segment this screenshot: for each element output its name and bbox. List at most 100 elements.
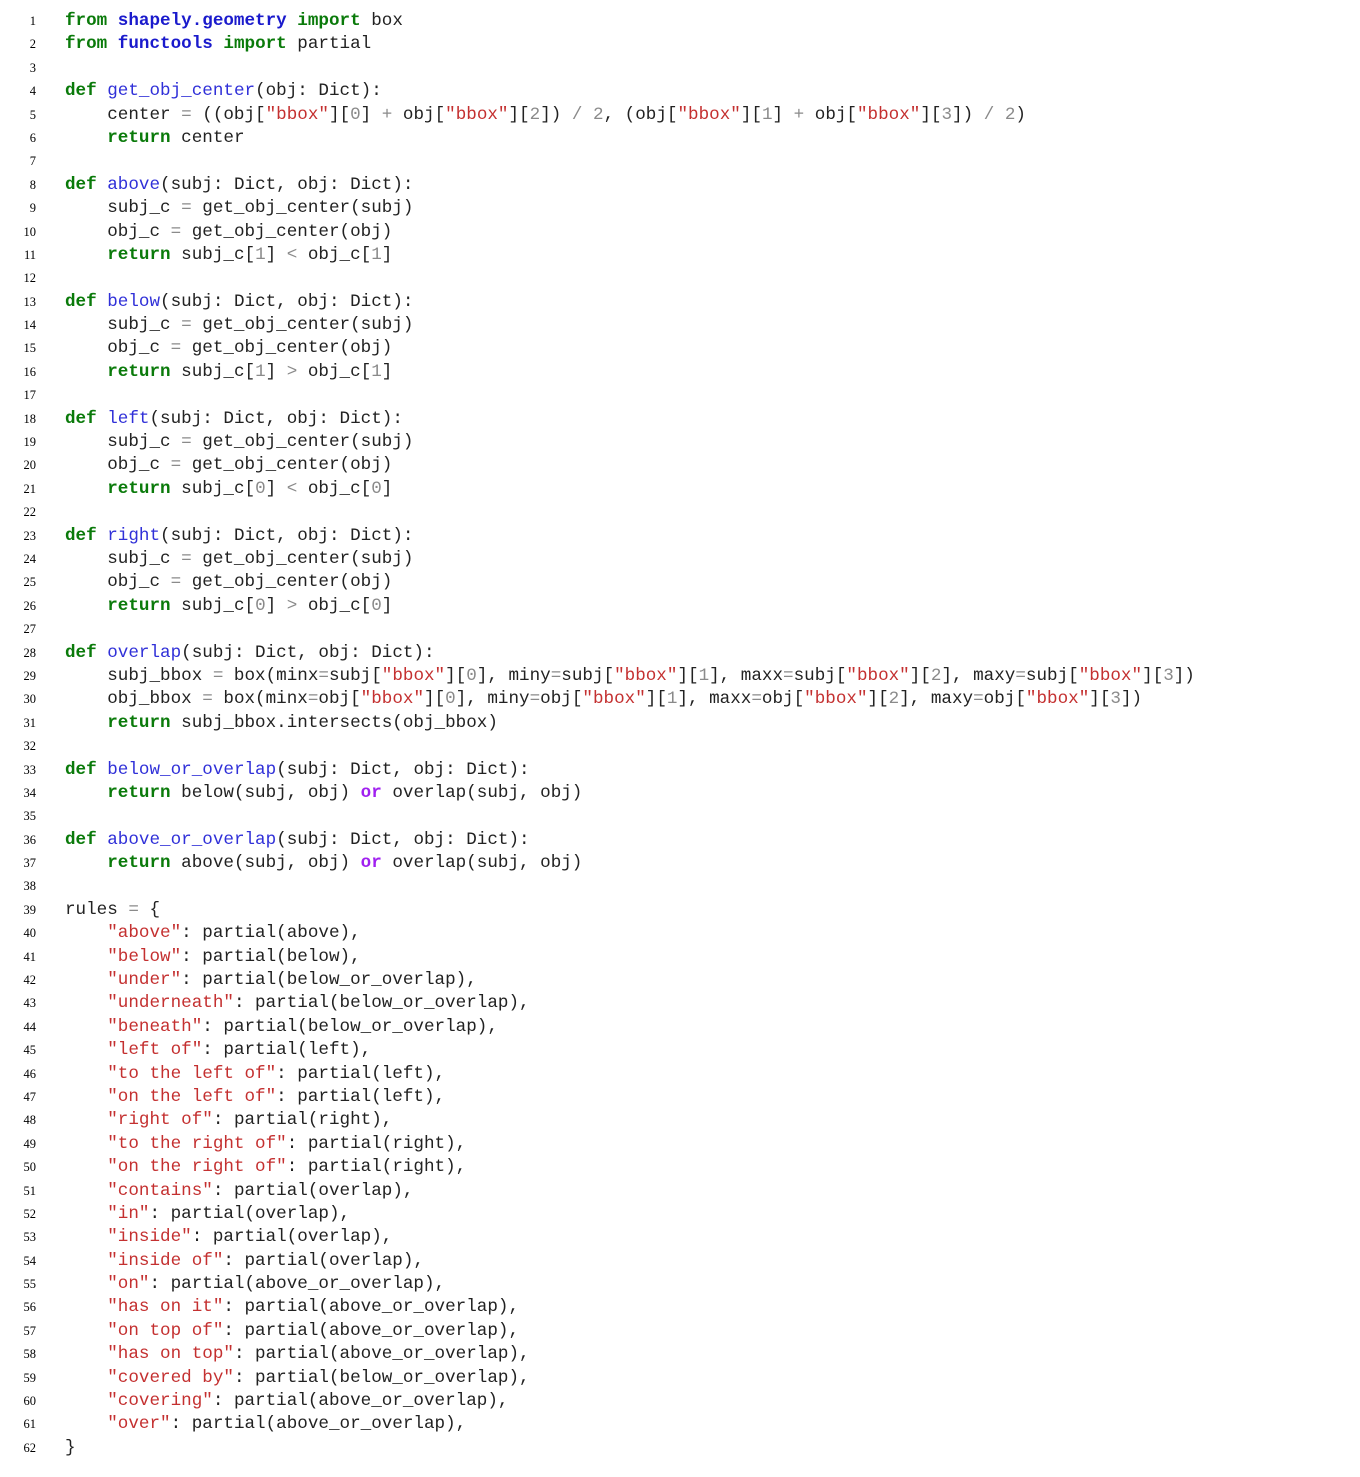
code-line: 51 "contains": partial(overlap),	[0, 1180, 1360, 1203]
code-token: from	[65, 11, 108, 31]
code-line: 22	[0, 501, 1360, 524]
code-token: "bbox"	[804, 689, 868, 710]
code-line: 27	[0, 618, 1360, 641]
code-token	[97, 760, 108, 780]
code-token: get_obj_center(obj)	[181, 338, 393, 359]
code-token: 1	[255, 244, 266, 265]
code-token: , (obj[	[603, 104, 678, 125]
code-token: =	[181, 548, 192, 569]
code-line: 18 def left(subj: Dict, obj: Dict):	[0, 408, 1360, 431]
line-source: subj_c = get_obj_center(subj)	[65, 314, 413, 337]
line-source: "underneath": partial(below_or_overlap),	[65, 992, 529, 1015]
line-number: 41	[23, 949, 37, 964]
code-token: functools	[117, 34, 213, 55]
code-line: 53 "inside": partial(overlap),	[0, 1226, 1360, 1249]
line-number: 44	[23, 1019, 37, 1034]
code-token: 2	[529, 104, 541, 125]
line-source: def left(subj: Dict, obj: Dict):	[65, 408, 403, 431]
line-source: "has on it": partial(above_or_overlap),	[65, 1296, 519, 1319]
code-token: +	[793, 104, 805, 125]
line-number: 5	[29, 107, 36, 122]
code-line: 5 center = ((obj["bbox"][0] + obj["bbox"…	[0, 104, 1360, 127]
code-token: "contains"	[107, 1180, 213, 1201]
line-number: 52	[23, 1206, 37, 1221]
code-token: subj_bbox	[65, 665, 213, 686]
code-token: 2	[1004, 104, 1016, 125]
line-number: 34	[23, 785, 37, 800]
line-source: def below(subj: Dict, obj: Dict):	[65, 291, 413, 314]
code-token: 1	[761, 104, 773, 125]
line-number: 2	[29, 37, 36, 52]
code-token: subj_c	[65, 315, 182, 336]
line-number: 55	[23, 1277, 37, 1292]
line-number: 31	[23, 715, 37, 730]
code-token: ][	[445, 665, 467, 686]
code-token: return	[107, 712, 171, 733]
code-token: ((obj[	[191, 104, 266, 125]
code-token: obj[	[761, 689, 805, 710]
code-token: "to the right of"	[107, 1133, 287, 1154]
code-token: ], maxy	[899, 689, 974, 710]
code-token: def	[65, 81, 97, 102]
code-line: 54 "inside of": partial(overlap),	[0, 1250, 1360, 1273]
code-token: ], miny	[455, 689, 530, 710]
code-token: 0	[371, 478, 382, 499]
code-token	[65, 1204, 107, 1224]
code-token: ], miny	[476, 665, 551, 686]
code-line: 14 subj_c = get_obj_center(subj)	[0, 314, 1360, 337]
code-token: subj_c	[65, 432, 182, 453]
code-token: "bbox"	[265, 104, 329, 125]
code-token: =	[128, 899, 139, 920]
line-source: "over": partial(above_or_overlap),	[65, 1413, 466, 1436]
code-token: : partial(right),	[286, 1133, 467, 1154]
line-number: 25	[23, 575, 37, 590]
code-token: =	[181, 432, 192, 453]
line-source: "contains": partial(overlap),	[65, 1180, 413, 1203]
code-token: obj_c[	[297, 244, 372, 265]
code-token: 0	[350, 104, 361, 125]
line-number: 60	[23, 1394, 37, 1409]
code-token: (subj: Dict, obj: Dict):	[160, 291, 414, 312]
code-token: "covered by"	[107, 1367, 234, 1388]
line-source: def above_or_overlap(subj: Dict, obj: Di…	[65, 829, 530, 852]
code-token: 0	[255, 478, 266, 499]
code-token: ]	[265, 244, 287, 265]
code-token: return	[107, 244, 171, 265]
code-token: "bbox"	[846, 665, 910, 686]
code-token: obj[	[318, 689, 361, 710]
code-line: 28 def overlap(subj: Dict, obj: Dict):	[0, 642, 1360, 665]
line-number: 1	[29, 14, 36, 28]
code-token: "under"	[107, 970, 182, 991]
code-token	[65, 1110, 107, 1130]
code-token: get_obj_center(obj)	[181, 572, 393, 593]
code-token	[65, 1414, 107, 1434]
code-token: subj_c[	[170, 244, 256, 265]
code-line: 45 "left of": partial(left),	[0, 1039, 1360, 1062]
code-token	[65, 923, 107, 943]
code-token: ][	[1089, 689, 1111, 710]
line-source: "inside of": partial(overlap),	[65, 1250, 424, 1273]
line-number: 21	[23, 481, 37, 496]
code-token: ][	[920, 104, 942, 125]
code-token: : partial(above_or_overlap),	[149, 1274, 446, 1295]
code-token: "to the left of"	[107, 1063, 277, 1084]
code-line: 20 obj_c = get_obj_center(obj)	[0, 454, 1360, 477]
line-source: from shapely.geometry import box	[65, 10, 403, 33]
line-number: 47	[23, 1089, 37, 1104]
code-token: obj_c	[65, 455, 171, 476]
code-token: =	[181, 315, 192, 336]
code-line: 59 "covered by": partial(below_or_overla…	[0, 1367, 1360, 1390]
code-token: partial	[286, 34, 372, 55]
code-line: 6 return center	[0, 127, 1360, 150]
code-line: 17	[0, 384, 1360, 407]
code-line: 32	[0, 735, 1360, 758]
code-token: subj[	[793, 665, 847, 686]
code-token: ]	[381, 361, 393, 382]
code-line: 16 return subj_c[1] > obj_c[1]	[0, 361, 1360, 384]
code-token: ][	[867, 689, 889, 710]
code-token: or	[360, 853, 382, 874]
line-source: "beneath": partial(below_or_overlap),	[65, 1016, 498, 1039]
code-token	[65, 1157, 107, 1177]
code-token: >	[286, 361, 298, 382]
code-token: 1	[371, 244, 382, 265]
